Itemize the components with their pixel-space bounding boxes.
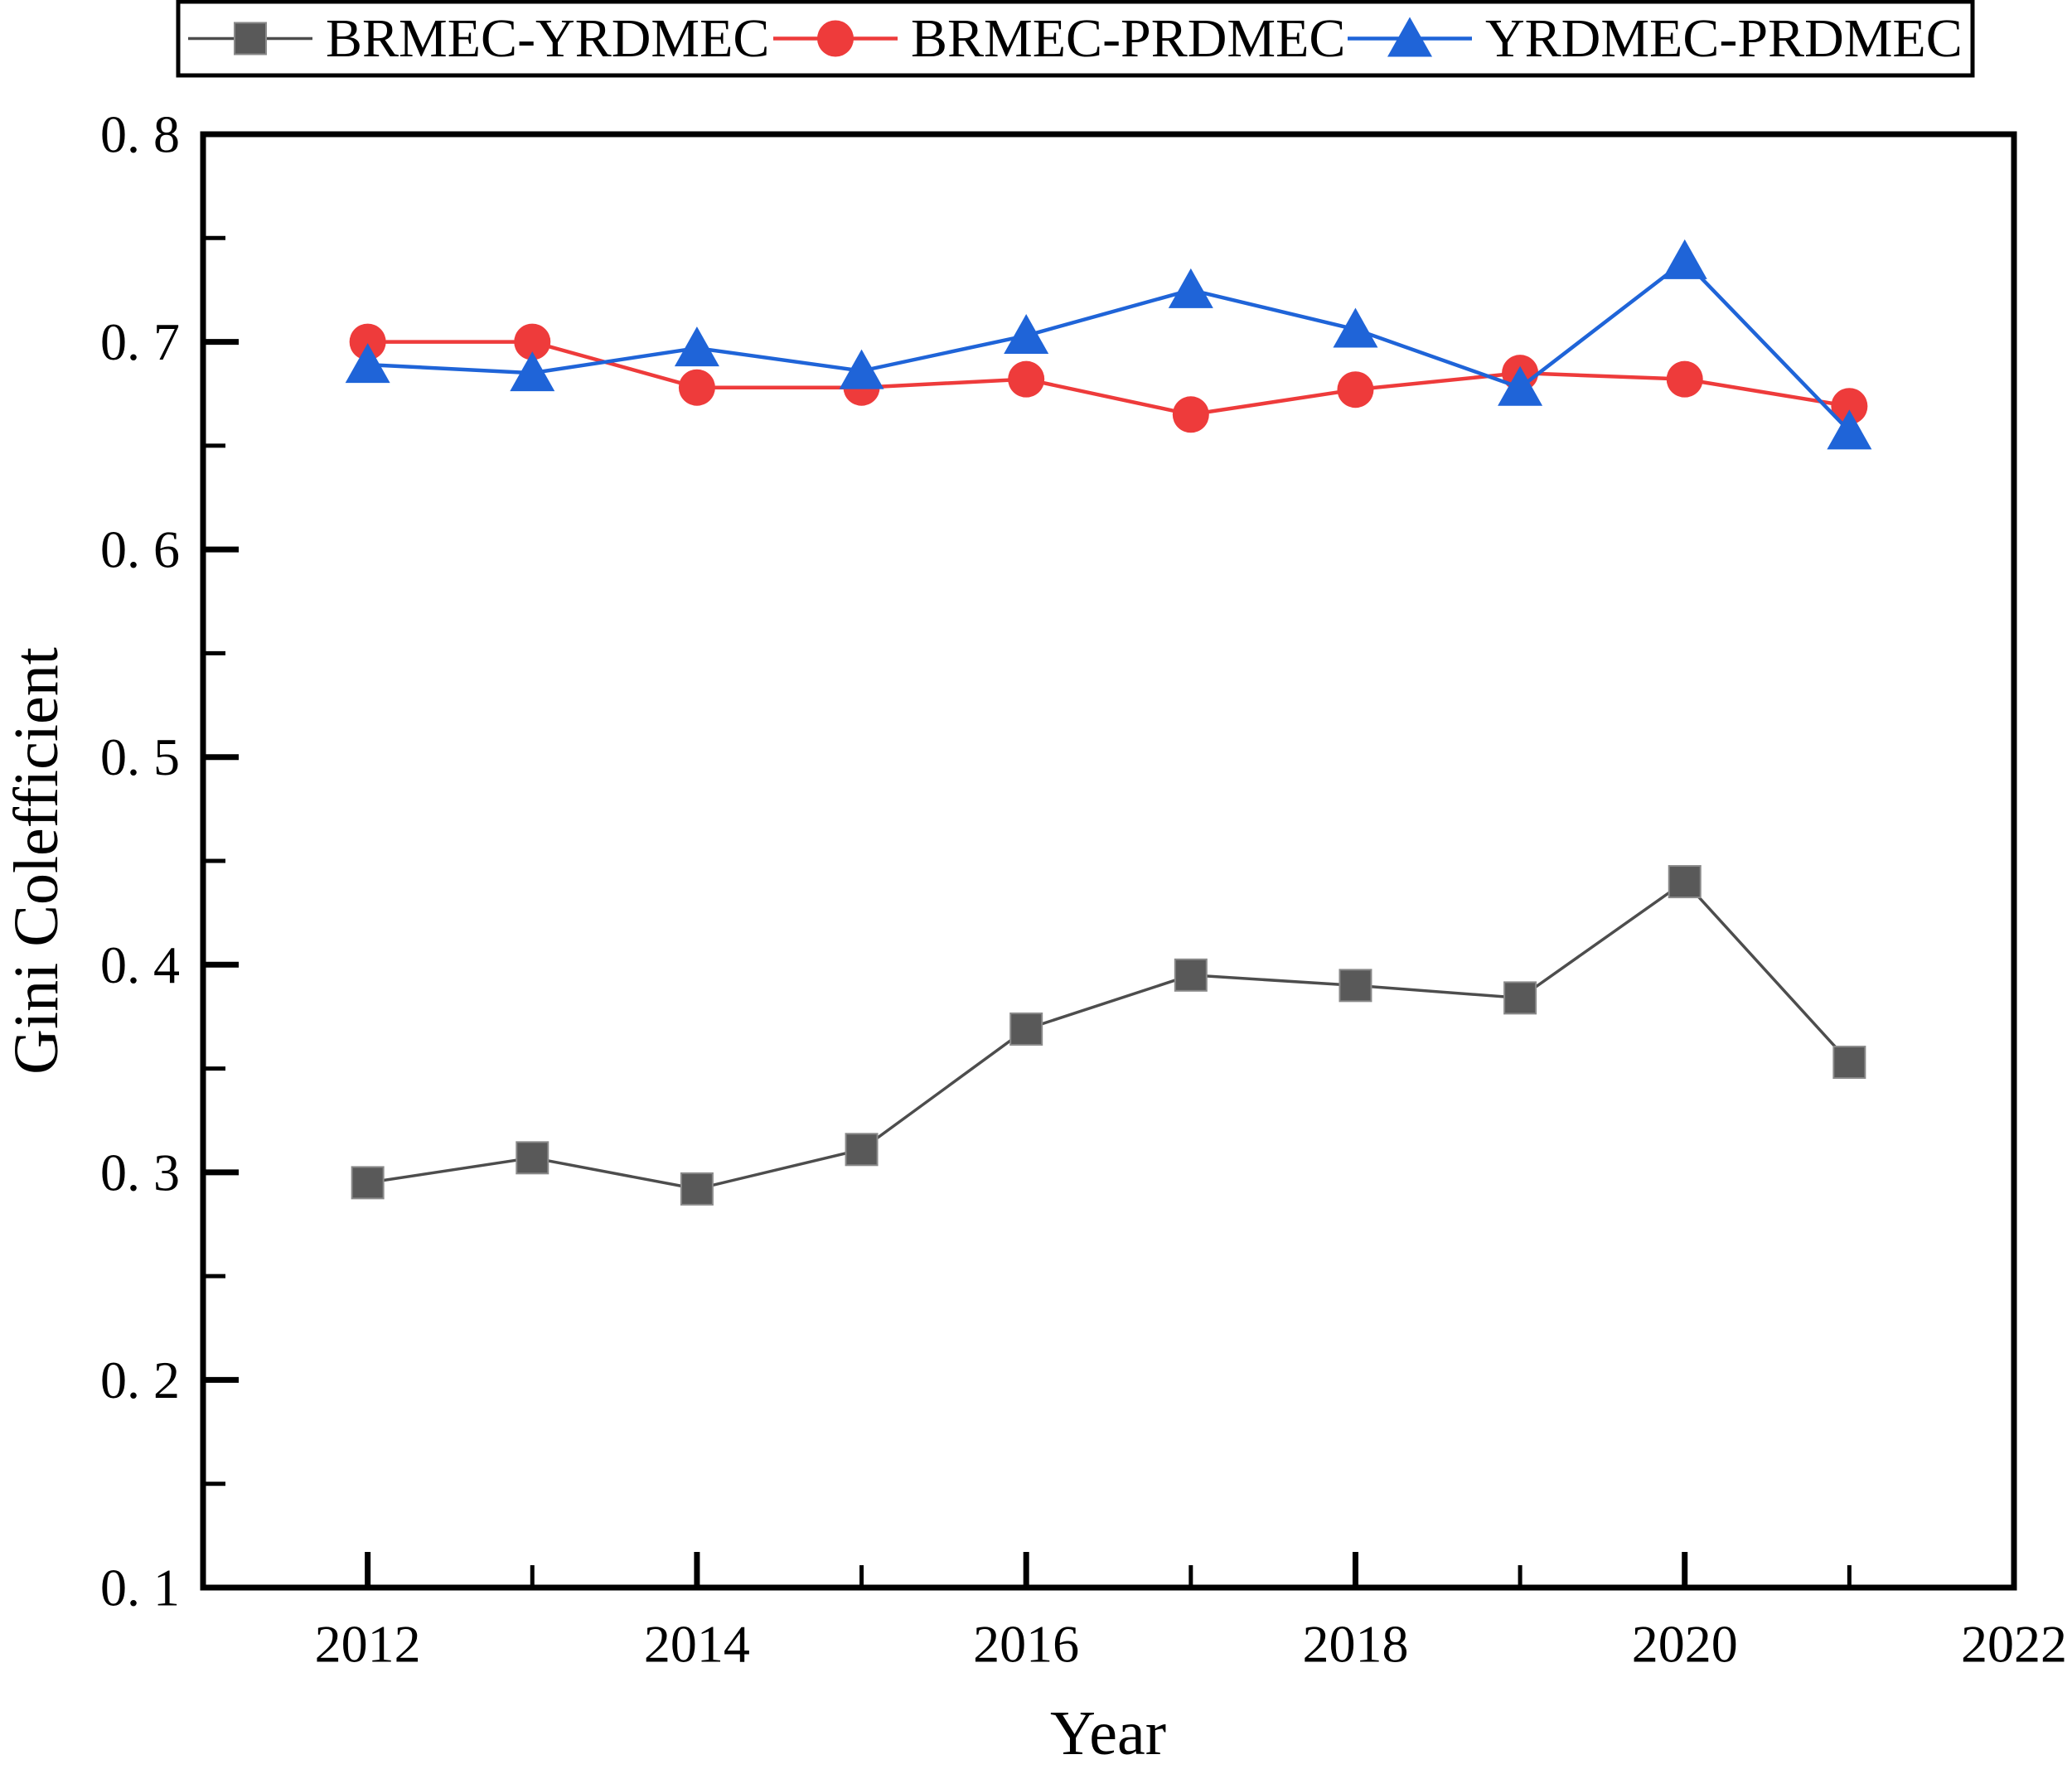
series-marker-brmec-yrdmec-2014 bbox=[680, 1172, 714, 1206]
series-marker-brmec-yrdmec-2020 bbox=[1668, 865, 1702, 899]
legend-marker-brmec-yrdmec bbox=[234, 22, 267, 56]
series-marker-yrdmec-prdmec-2015 bbox=[839, 349, 884, 389]
series-marker-brmec-prdmec-2012 bbox=[349, 323, 386, 360]
series-marker-brmec-yrdmec-2016 bbox=[1009, 1012, 1043, 1046]
series-marker-brmec-yrdmec-2013 bbox=[516, 1141, 549, 1175]
x-tick-label: 2016 bbox=[973, 1615, 1079, 1674]
series-marker-brmec-yrdmec-2019 bbox=[1503, 981, 1537, 1015]
series-marker-yrdmec-prdmec-2012 bbox=[345, 343, 390, 384]
y-tick-label: 0. 3 bbox=[100, 1143, 180, 1201]
y-tick-label: 0. 6 bbox=[100, 520, 180, 579]
series-marker-brmec-prdmec-2017 bbox=[1172, 396, 1209, 433]
series-line-brmec-prdmec bbox=[367, 340, 1850, 417]
series-marker-brmec-prdmec-2014 bbox=[678, 369, 715, 406]
y-tick-label: 0. 7 bbox=[100, 312, 180, 371]
series-marker-brmec-yrdmec-2015 bbox=[845, 1133, 879, 1167]
legend-label-yrdmec-prdmec: YRDMEC-PRDMEC bbox=[1485, 8, 1963, 69]
series-marker-brmec-prdmec-2018 bbox=[1337, 371, 1374, 408]
series-line-yrdmec-prdmec bbox=[367, 258, 1851, 433]
plot-layer: 0. 1 0. 2 0. 3 0. 4 0. 5 0. 6 0. 7 0. 8 2012 2014… bbox=[100, 0, 2067, 1674]
series-marker-yrdmec-prdmec-2021 bbox=[1827, 409, 1872, 450]
legend-marker-yrdmec-prdmec bbox=[1387, 17, 1432, 57]
legend-box bbox=[176, 0, 1975, 78]
legend-marker-brmec-prdmec bbox=[817, 20, 854, 57]
series-marker-brmec-prdmec-2013 bbox=[514, 323, 551, 360]
series-marker-yrdmec-prdmec-2020 bbox=[1662, 239, 1707, 279]
series-marker-brmec-yrdmec-2012 bbox=[351, 1166, 385, 1200]
x-tick-label: 2012 bbox=[315, 1615, 421, 1674]
y-tick-label: 0. 8 bbox=[100, 105, 180, 164]
series-marker-brmec-prdmec-2021 bbox=[1831, 388, 1868, 425]
series-marker-yrdmec-prdmec-2019 bbox=[1498, 365, 1543, 406]
series-line-brmec-yrdmec bbox=[367, 879, 1851, 1191]
y-tick-label: 0. 1 bbox=[100, 1559, 180, 1617]
x-tick-label: 2018 bbox=[1302, 1615, 1408, 1674]
x-axis-title: Year bbox=[1050, 1699, 1166, 1768]
y-tick-label: 0. 2 bbox=[100, 1351, 180, 1409]
legend-label-brmec-prdmec: BRMEC-PRDMEC bbox=[911, 8, 1345, 69]
x-tick-label: 2022 bbox=[1961, 1615, 2067, 1674]
series-marker-yrdmec-prdmec-2018 bbox=[1333, 307, 1378, 348]
y-tick-label: 0. 5 bbox=[100, 727, 180, 786]
series-marker-brmec-yrdmec-2018 bbox=[1339, 969, 1372, 1003]
series-marker-brmec-prdmec-2020 bbox=[1666, 360, 1703, 398]
series-marker-brmec-yrdmec-2017 bbox=[1174, 958, 1208, 992]
x-tick-label: 2014 bbox=[644, 1615, 750, 1674]
legend-label-brmec-yrdmec: BRMEC-YRDMEC bbox=[326, 8, 769, 69]
series-marker-brmec-yrdmec-2021 bbox=[1832, 1046, 1866, 1080]
series-marker-yrdmec-prdmec-2016 bbox=[1004, 314, 1049, 355]
y-tick-label: 0. 4 bbox=[100, 935, 180, 994]
series-marker-yrdmec-prdmec-2014 bbox=[674, 326, 719, 367]
series-marker-yrdmec-prdmec-2017 bbox=[1168, 268, 1213, 308]
y-axis-title: Gini Colefficient bbox=[2, 647, 71, 1075]
plot-frame bbox=[200, 131, 2017, 1591]
x-tick-label: 2020 bbox=[1632, 1615, 1738, 1674]
series-marker-brmec-prdmec-2016 bbox=[1008, 360, 1045, 398]
series-marker-yrdmec-prdmec-2013 bbox=[510, 351, 555, 392]
